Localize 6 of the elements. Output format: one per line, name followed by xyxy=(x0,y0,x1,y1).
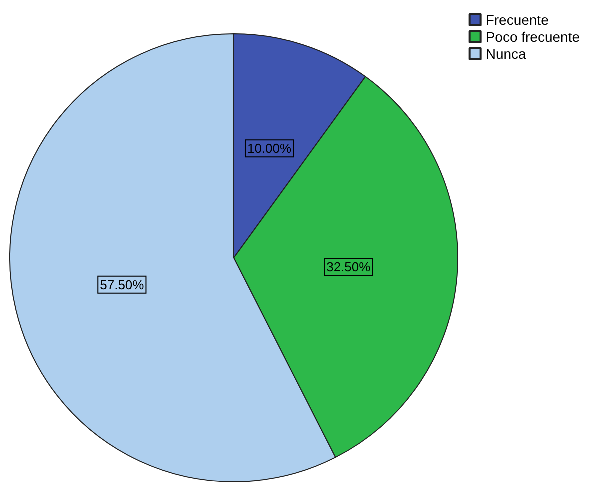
legend-label: Poco frecuente xyxy=(486,29,580,45)
data-label: 32.50% xyxy=(326,260,372,275)
legend-label: Nunca xyxy=(486,46,527,62)
legend-label: Frecuente xyxy=(486,12,550,28)
data-label: 10.00% xyxy=(247,141,292,156)
data-label: 57.50% xyxy=(100,277,145,292)
